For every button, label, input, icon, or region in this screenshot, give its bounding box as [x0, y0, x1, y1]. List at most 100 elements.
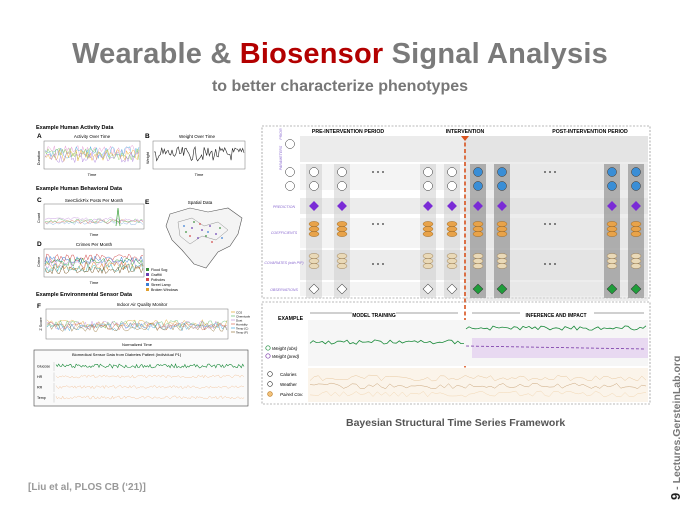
panel-f-xlabel: Normalized Time: [122, 342, 153, 347]
panel-d-xlabel: Time: [90, 280, 100, 285]
ellipsis-dot: [554, 263, 556, 265]
observation-node: [472, 283, 484, 295]
panel-d-ylabel: Crime: [37, 257, 41, 267]
lecture-url: - Lectures.GersteinLab.org: [671, 355, 680, 490]
weight-obs-post-line: [465, 325, 647, 331]
biomedical-row-label: Glucose: [37, 365, 50, 369]
coefficient-node: [496, 221, 508, 227]
prior-node: [285, 181, 295, 191]
covariate-node: [606, 253, 618, 259]
ellipsis-dot: [382, 263, 384, 265]
covariate-node: [606, 263, 618, 269]
covariate-node: [472, 258, 484, 264]
covariate-line: [309, 374, 647, 382]
ellipsis-dot: [549, 171, 551, 173]
air-legend-label: Temp (C): [236, 326, 248, 330]
air-quality-series-line: [46, 323, 228, 332]
biomedical-row-series: [55, 363, 245, 369]
period-intervention-label: INTERVENTION: [446, 129, 485, 135]
panel-d-series: [44, 253, 144, 275]
coefficient-node: [472, 226, 484, 232]
covariate-node: [606, 258, 618, 264]
prediction-band: [472, 338, 648, 358]
coefficient-node: [606, 226, 618, 232]
panel-f-label: F: [37, 303, 41, 310]
weight-series: [309, 325, 647, 350]
observation-node: [630, 283, 642, 295]
covariate-plot-bg: [308, 368, 648, 402]
model-row-label: PREDICTION: [273, 205, 296, 209]
covariate-node: [472, 263, 484, 269]
ellipsis-dot: [377, 171, 379, 173]
air-legend-label: Temp (F): [236, 330, 248, 334]
weight-obs-line: [309, 339, 465, 345]
title-part-2: Signal Analysis: [383, 38, 608, 70]
prediction-node: [497, 201, 507, 211]
covariate-node: [496, 253, 508, 259]
coefficient-node: [308, 231, 320, 237]
coefficient-node: [472, 231, 484, 237]
title-part-1: Wearable &: [72, 38, 240, 70]
weight-pred-line: [465, 345, 647, 350]
parameter-node: [607, 167, 617, 177]
spatial-legend-label: Flood Sog: [151, 268, 167, 272]
crime-series-line: [44, 257, 144, 267]
panel-e-title: Spatial Data: [188, 200, 213, 205]
coefficient-node: [446, 221, 458, 227]
coefficient-node: [606, 231, 618, 237]
parameter-node: [337, 181, 347, 191]
biomedical-header: Biomedical Sensor Data from Diabetes Pat…: [72, 352, 182, 357]
spatial-legend-label: Street Lamp: [151, 283, 171, 287]
parameter-node: [497, 167, 507, 177]
air-quality-series-line: [46, 322, 228, 332]
panel-b-label: B: [145, 133, 150, 140]
period-post-label: POST-INTERVENTION PERIOD: [552, 129, 628, 135]
biomedical-row-label: Temp: [37, 396, 46, 400]
covariate-node: [308, 258, 320, 264]
panel-b-series: [154, 145, 245, 162]
spatial-legend-label: Broken Windows: [151, 288, 178, 292]
prediction-node: [423, 201, 433, 211]
biomedical-row-series: [55, 395, 245, 400]
observation-node: [496, 283, 508, 295]
activity-series-line: [44, 147, 140, 161]
weight-series-line: [154, 145, 245, 162]
model-row-label: PARAMETERS: [279, 145, 283, 170]
period-pre-label: PRE-INTERVENTION PERIOD: [312, 129, 385, 135]
coefficient-node: [336, 231, 348, 237]
parameter-node: [473, 181, 483, 191]
citation: [Liu et al, PLOS CB (‘21)]: [28, 482, 146, 493]
coefficient-node: [630, 226, 642, 232]
crime-series-line: [44, 265, 144, 275]
parameter-node: [309, 167, 319, 177]
panel-f-ylabel: Z Score: [39, 317, 43, 330]
covariate-node: [446, 263, 458, 269]
legend-weather: Weather: [280, 382, 297, 387]
covariate-node: [422, 258, 434, 264]
parameter-node: [337, 167, 347, 177]
post-period-shade: [464, 136, 648, 301]
parameter-node: [631, 181, 641, 191]
air-legend-label: Humidity: [236, 322, 248, 326]
legend-weight-pred: Weight (pred): [272, 354, 300, 359]
observation-node: [336, 283, 348, 295]
legend-weight-obs: Weight (obs): [272, 346, 298, 351]
air-legend-label: CO2: [236, 310, 243, 314]
panel-a-title: Activity Over Time: [74, 134, 111, 139]
covariate-node: [496, 258, 508, 264]
coefficient-node: [308, 221, 320, 227]
ellipsis-dot: [372, 263, 374, 265]
parameter-node: [473, 167, 483, 177]
example-data-figure: Example Human Activity Data A Activity O…: [32, 118, 250, 410]
spatial-legend-swatch: [146, 273, 149, 276]
parameter-node: [631, 167, 641, 177]
spatial-legend-label: Graffiti: [151, 273, 162, 277]
covariate-node: [630, 258, 642, 264]
covariate-node: [336, 253, 348, 259]
prediction-node: [631, 201, 641, 211]
covariate-node: [308, 253, 320, 259]
coefficient-node: [606, 221, 618, 227]
coefficient-node: [336, 226, 348, 232]
